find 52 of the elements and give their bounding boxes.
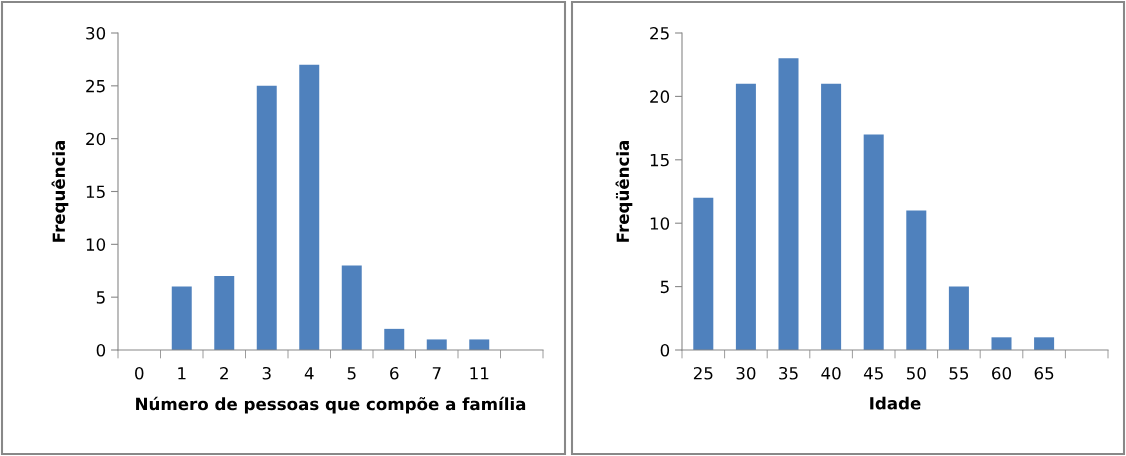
y-tick-label: 25	[650, 26, 669, 40]
x-tick-label: 65	[1034, 366, 1054, 380]
x-tick-label: 25	[693, 366, 713, 380]
x-tick-label: 0	[135, 366, 144, 380]
x-tick-label: 3	[262, 366, 271, 380]
x-tick-label: 50	[906, 366, 926, 380]
x-tick-label: 40	[821, 366, 841, 380]
bar	[469, 339, 490, 350]
y-tick-label: 0	[660, 343, 670, 357]
y-tick-label: 25	[86, 79, 105, 93]
bar	[991, 337, 1012, 350]
x-tick-label: 7	[432, 367, 441, 380]
x-tick-label: 6	[390, 366, 399, 380]
y-axis-title: Frequência	[51, 140, 69, 242]
x-tick-label: 30	[736, 366, 756, 380]
x-tick-label: 4	[304, 367, 314, 380]
x-tick-label: 5	[347, 367, 356, 380]
bar	[384, 328, 405, 350]
x-axis-title: Número de pessoas que compõe a família	[136, 396, 526, 414]
bar	[693, 197, 714, 350]
y-tick-label: 10	[650, 217, 670, 230]
bar	[948, 286, 969, 350]
bar	[906, 210, 927, 350]
bar	[426, 339, 447, 350]
y-tick-label: 15	[650, 153, 669, 167]
y-tick-label: 5	[660, 280, 669, 294]
y-tick-label: 20	[650, 90, 670, 103]
bar	[821, 83, 842, 350]
y-tick-label: 30	[86, 26, 106, 40]
y-tick-label: 10	[86, 238, 106, 251]
y-tick-label: 15	[86, 185, 105, 199]
x-tick-label: 55	[949, 367, 969, 380]
bar	[214, 276, 235, 350]
bar	[778, 58, 799, 350]
y-tick-label: 20	[86, 132, 106, 146]
x-tick-label: 35	[779, 366, 798, 380]
bar	[341, 265, 362, 350]
bar	[256, 85, 277, 350]
bar	[299, 64, 320, 350]
y-axis-title: Freqüência	[615, 140, 633, 242]
x-tick-label: 11	[470, 367, 489, 380]
x-axis-title: Idade	[870, 396, 921, 410]
x-tick-label: 2	[220, 366, 228, 380]
x-tick-label: 1	[178, 367, 186, 380]
x-tick-label: 60	[992, 366, 1011, 380]
bar	[171, 286, 192, 350]
y-tick-label: 5	[96, 291, 105, 304]
bar	[735, 83, 756, 350]
y-tick-label: 0	[96, 343, 106, 357]
x-tick-label: 45	[863, 367, 883, 380]
bar	[1034, 337, 1055, 350]
bar	[863, 134, 884, 350]
